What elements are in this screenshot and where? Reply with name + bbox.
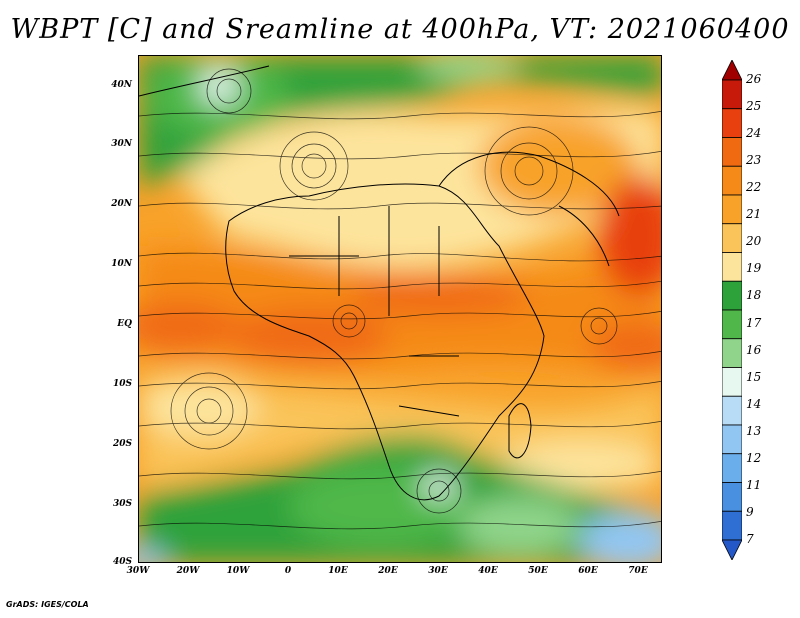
colorbar-label: 14 [746,396,762,411]
colorbar-label: 9 [746,504,754,519]
colorbar-swatch [722,453,742,483]
lat-label: 40S [112,557,132,567]
map-panel [138,55,662,563]
colorbar-swatch [722,395,742,426]
colorbar-label: 15 [746,369,762,384]
colorbar-swatch [722,280,742,311]
lat-label: 30S [112,499,132,509]
colorbar-label: 24 [746,126,762,141]
colorbar-label: 21 [746,207,762,222]
colorbar-swatch [722,510,742,541]
lon-label: 0 [284,566,292,576]
lon-label: 70E [628,566,648,576]
colorbar-swatch [722,223,742,253]
colorbar [722,60,742,560]
colorbar-label: 19 [746,261,762,276]
lat-label: 20S [112,439,132,449]
colorbar-label: 18 [746,288,762,303]
lat-label: EQ [117,319,132,329]
colorbar-label: 7 [746,532,754,546]
colorbar-label: 12 [746,450,762,465]
lon-label: 10W [226,566,250,576]
lon-label: 30W [126,566,150,576]
lon-label: 20E [378,566,398,576]
colorbar-label: 13 [746,423,762,438]
credit-text: GrADS: IGES/COLA [6,600,89,609]
lat-label: 20N [111,199,132,209]
colorbar-swatch [722,79,742,110]
colorbar-swatch [722,108,742,138]
colorbar-swatch [722,252,742,282]
lat-label: 10N [111,259,132,269]
lon-label: 50E [528,566,548,576]
colorbar-label: 26 [746,72,762,86]
lat-label: 40N [111,80,132,90]
colorbar-label: 25 [746,99,762,114]
lon-label: 10E [328,566,348,576]
lon-label: 30E [428,566,448,576]
lon-label: 60E [578,566,598,576]
map-svg [139,56,661,562]
colorbar-swatch [722,165,742,196]
lon-label: 20W [176,566,200,576]
colorbar-label: 22 [746,180,762,195]
lat-label: 30N [111,139,132,149]
lat-label: 10S [112,379,132,389]
colorbar-label: 17 [746,315,762,330]
colorbar-swatch [722,338,742,368]
colorbar-swatch [722,424,742,455]
colorbar-bottom-arrow [722,539,742,560]
colorbar-label: 11 [746,477,762,492]
chart-title: WBPT [C] and Sreamline at 400hPa, VT: 20… [10,14,790,45]
colorbar-swatch [722,367,742,397]
colorbar-swatch [722,309,742,340]
colorbar-label: 20 [746,234,762,249]
colorbar-swatch [722,482,742,512]
colorbar-label: 23 [746,153,762,168]
colorbar-swatch [722,137,742,167]
lon-label: 40E [478,566,498,576]
colorbar-label: 16 [746,342,762,357]
colorbar-swatch [722,194,742,225]
coastlines [139,65,620,501]
temperature-field [139,56,661,562]
colorbar-top-arrow [722,60,742,81]
